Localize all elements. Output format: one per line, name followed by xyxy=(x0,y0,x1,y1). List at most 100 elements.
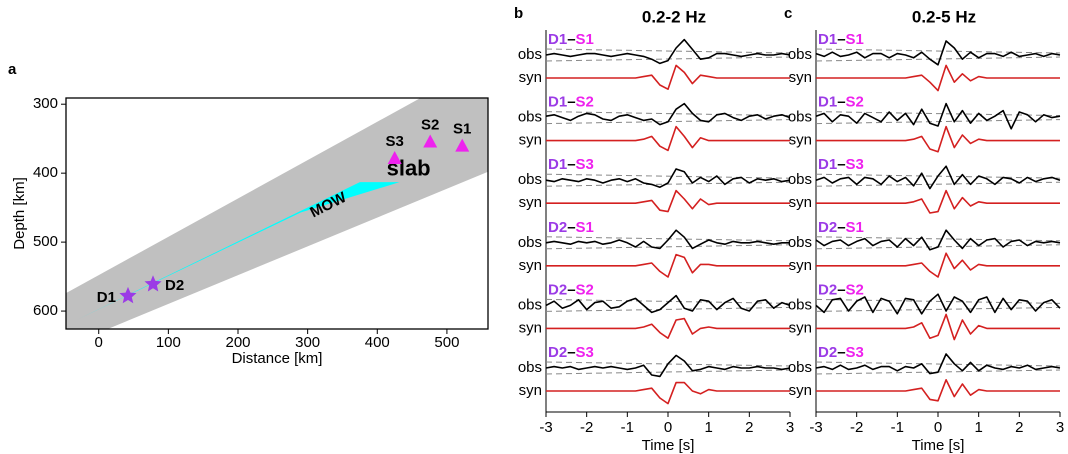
waveform-trace xyxy=(546,125,790,152)
trace-label: obs xyxy=(518,46,542,63)
axes-frame xyxy=(65,97,489,330)
panel-label: c xyxy=(784,5,792,22)
station-name: S2 xyxy=(846,281,864,298)
panel-label: b xyxy=(514,5,523,22)
x-tick-label: -1 xyxy=(621,419,634,436)
station-name: S1 xyxy=(576,219,594,236)
event-name: D1 xyxy=(818,94,837,111)
trace-label: syn xyxy=(519,257,542,274)
station-name: S3 xyxy=(846,344,864,361)
station-name: S2 xyxy=(846,94,864,111)
waveform-trace xyxy=(815,40,1061,66)
event-name: D1 xyxy=(818,31,837,48)
y-axis-label: Depth [km] xyxy=(11,177,28,250)
separator: – xyxy=(567,219,575,236)
noise-level xyxy=(545,56,791,62)
separator: – xyxy=(837,281,845,298)
x-tick-label: -3 xyxy=(809,419,822,436)
y-tick-label: 500 xyxy=(33,233,58,250)
y-tick-label: 300 xyxy=(33,95,58,112)
event-label: D2 xyxy=(165,277,184,294)
trace-label: obs xyxy=(788,109,812,126)
x-tick-label: -3 xyxy=(539,419,552,436)
station-label: S2 xyxy=(421,116,439,133)
event-name: D2 xyxy=(548,219,567,236)
trace-label: obs xyxy=(518,171,542,188)
pair-label: D1–S3 xyxy=(818,156,864,173)
noise-level xyxy=(545,369,791,375)
x-tick-label: 3 xyxy=(1056,419,1064,436)
noise-level xyxy=(815,48,1061,54)
event-label: D1 xyxy=(97,289,116,306)
waveform-trace xyxy=(815,229,1061,251)
waveform-trace xyxy=(545,102,791,126)
station-label: S3 xyxy=(386,133,404,150)
pair-label: D1–S2 xyxy=(818,94,864,111)
noise-level xyxy=(545,111,791,117)
trace-label: obs xyxy=(518,109,542,126)
separator: – xyxy=(837,94,845,111)
separator: – xyxy=(837,344,845,361)
x-tick-label: 100 xyxy=(156,334,181,351)
x-tick-label: 2 xyxy=(745,419,753,436)
separator: – xyxy=(567,156,575,173)
separator: – xyxy=(837,156,845,173)
waveform-trace xyxy=(546,381,790,405)
trace-label: obs xyxy=(788,46,812,63)
x-tick-label: 1 xyxy=(704,419,712,436)
trace-label: obs xyxy=(788,359,812,376)
trace-label: syn xyxy=(519,194,542,211)
x-tick-label: -1 xyxy=(891,419,904,436)
waveform-trace xyxy=(545,38,791,65)
pair-label: D1–S3 xyxy=(548,156,594,173)
separator: – xyxy=(567,344,575,361)
waveform-trace xyxy=(816,64,1060,92)
noise-level xyxy=(545,298,791,304)
trace-label: syn xyxy=(519,382,542,399)
trace-label: obs xyxy=(788,296,812,313)
separator: – xyxy=(567,31,575,48)
waveform-trace xyxy=(816,125,1060,153)
event-name: D2 xyxy=(818,344,837,361)
event-name: D2 xyxy=(548,344,567,361)
pair-label: D2–S3 xyxy=(548,344,594,361)
trace-label: syn xyxy=(789,194,812,211)
event-name: D2 xyxy=(818,281,837,298)
noise-level xyxy=(815,236,1061,242)
separator: – xyxy=(567,281,575,298)
x-axis-label: Distance [km] xyxy=(232,350,323,367)
waveform-trace xyxy=(546,253,790,278)
event-name: D1 xyxy=(818,156,837,173)
x-tick-label: 400 xyxy=(365,334,390,351)
pair-label: D1–S2 xyxy=(548,94,594,111)
trace-label: obs xyxy=(788,171,812,188)
event-star xyxy=(144,275,162,292)
pair-label: D2–S1 xyxy=(548,219,594,236)
pair-label: D2–S2 xyxy=(818,281,864,298)
noise-level xyxy=(545,306,791,312)
noise-level xyxy=(815,361,1061,367)
noise-level xyxy=(545,48,791,54)
station-triangle xyxy=(387,150,402,164)
waveform-trace xyxy=(546,317,790,339)
waveform-trace xyxy=(816,379,1060,402)
waveform-trace xyxy=(815,165,1061,190)
waveform-trace xyxy=(546,64,790,90)
pair-label: D1–S1 xyxy=(818,31,864,48)
plot-area xyxy=(66,98,488,329)
noise-level xyxy=(815,181,1061,187)
x-axis-label: Time [s] xyxy=(642,437,695,454)
trace-label: syn xyxy=(789,132,812,149)
trace-label: obs xyxy=(788,234,812,251)
x-tick-label: -2 xyxy=(850,419,863,436)
x-tick-label: 0 xyxy=(934,419,942,436)
waveform-trace xyxy=(545,294,791,314)
trace-label: syn xyxy=(789,257,812,274)
waveform-trace xyxy=(546,189,790,213)
x-tick-label: 300 xyxy=(295,334,320,351)
y-tick-label: 600 xyxy=(33,302,58,319)
x-tick-label: 200 xyxy=(225,334,250,351)
waveform-trace xyxy=(815,353,1061,375)
